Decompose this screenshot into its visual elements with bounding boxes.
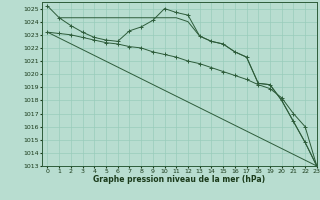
X-axis label: Graphe pression niveau de la mer (hPa): Graphe pression niveau de la mer (hPa) <box>93 175 265 184</box>
